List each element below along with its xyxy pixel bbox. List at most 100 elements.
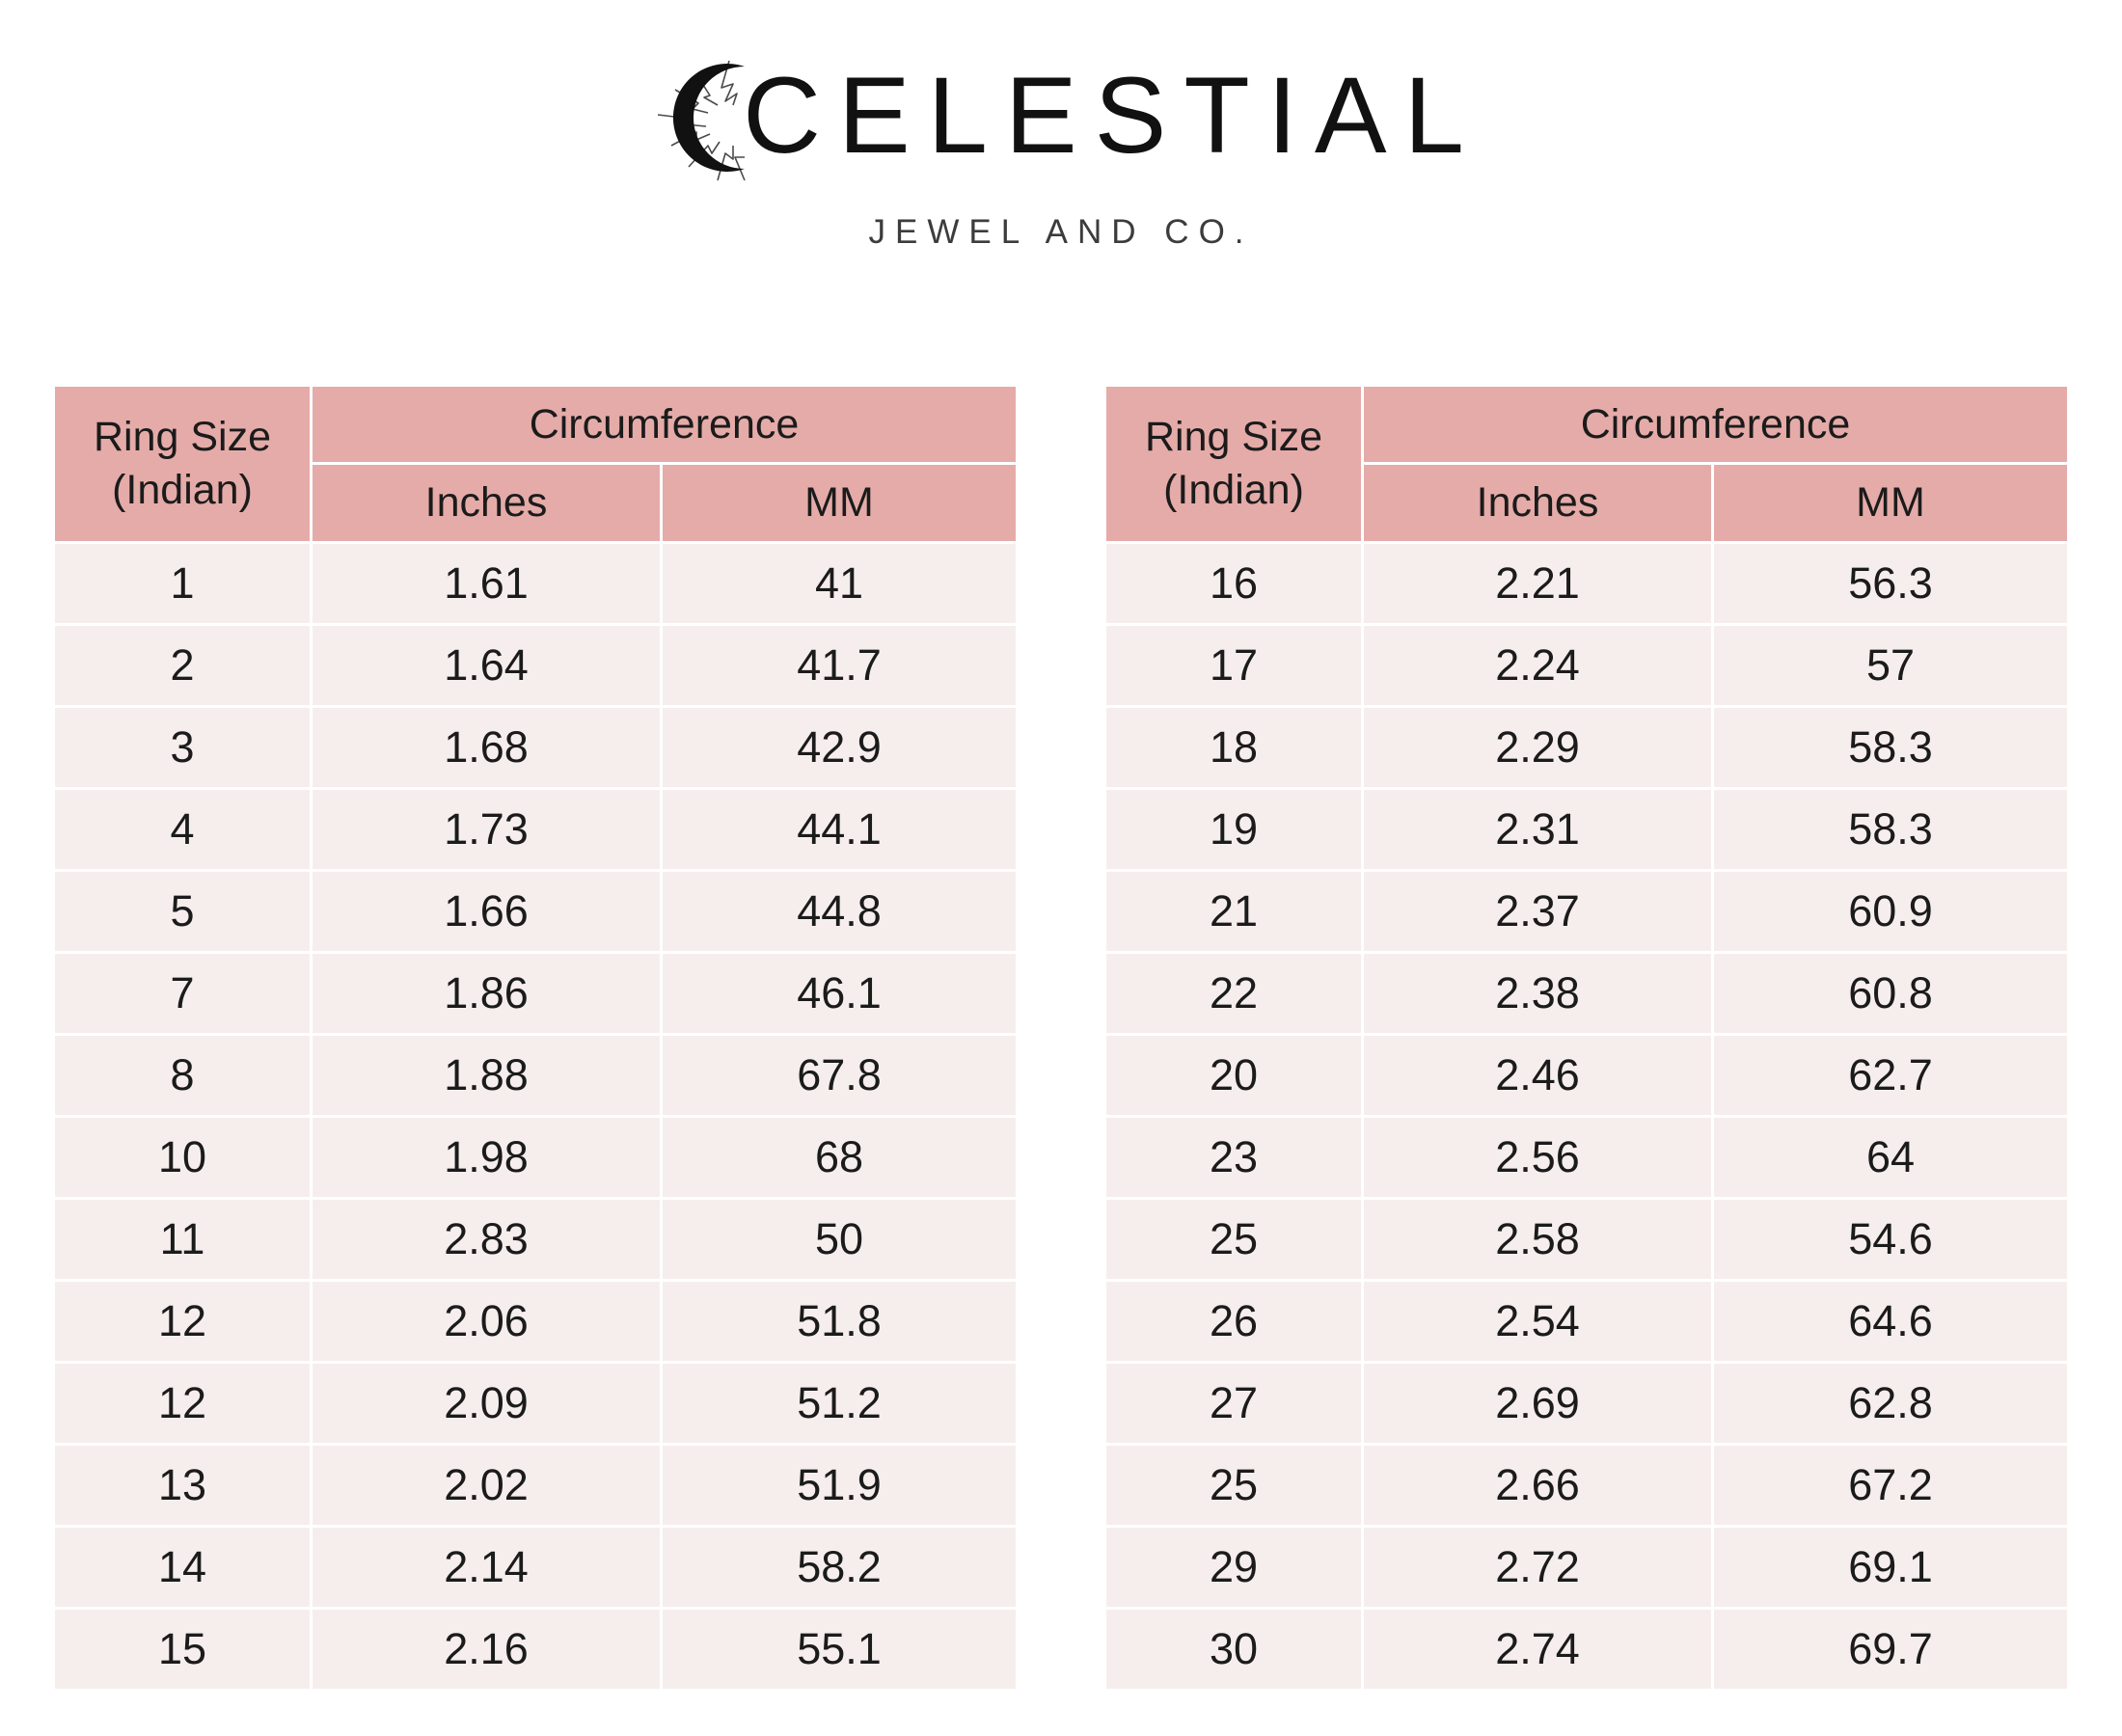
cell-ring-size: 30 [1106,1610,1361,1689]
cell-mm: 57 [1714,626,2067,705]
header-mm: MM [663,465,1016,541]
cell-inches: 2.37 [1364,872,1711,951]
header-inches: Inches [313,465,660,541]
cell-ring-size: 23 [1106,1118,1361,1197]
table-row: 22 2.38 60.8 [1106,954,2067,1033]
cell-mm: 68 [663,1118,1016,1197]
table-row: 5 1.66 44.8 [55,872,1016,951]
header-ring-size-line2: (Indian) [1163,467,1304,513]
cell-inches: 2.14 [313,1528,660,1607]
cell-mm: 69.1 [1714,1528,2067,1607]
table-row: 25 2.66 67.2 [1106,1446,2067,1525]
cell-inches: 2.06 [313,1282,660,1361]
cell-mm: 51.8 [663,1282,1016,1361]
cell-ring-size: 5 [55,872,310,951]
cell-ring-size: 10 [55,1118,310,1197]
table-row: 13 2.02 51.9 [55,1446,1016,1525]
table-row: 10 1.98 68 [55,1118,1016,1197]
header-ring-size-line1: Ring Size [1144,413,1323,460]
table-row: 16 2.21 56.3 [1106,544,2067,623]
cell-mm: 67.2 [1714,1446,2067,1525]
cell-ring-size: 2 [55,626,310,705]
table-row: 23 2.56 64 [1106,1118,2067,1197]
cell-mm: 62.7 [1714,1036,2067,1115]
cell-ring-size: 17 [1106,626,1361,705]
cell-inches: 2.83 [313,1200,660,1279]
header-ring-size-line1: Ring Size [93,413,272,460]
cell-mm: 56.3 [1714,544,2067,623]
cell-inches: 2.24 [1364,626,1711,705]
cell-inches: 1.86 [313,954,660,1033]
cell-ring-size: 14 [55,1528,310,1607]
header-ring-size: Ring Size (Indian) [1106,387,1361,541]
table-row: 7 1.86 46.1 [55,954,1016,1033]
cell-inches: 2.09 [313,1364,660,1443]
cell-inches: 2.56 [1364,1118,1711,1197]
table-row: 4 1.73 44.1 [55,790,1016,869]
brand-header: CELESTIAL JEWEL AND CO. [0,0,2122,252]
cell-mm: 58.2 [663,1528,1016,1607]
cell-ring-size: 25 [1106,1200,1361,1279]
table-row: 15 2.16 55.1 [55,1610,1016,1689]
table-row: 26 2.54 64.6 [1106,1282,2067,1361]
cell-inches: 1.88 [313,1036,660,1115]
table-row: 3 1.68 42.9 [55,708,1016,787]
cell-ring-size: 12 [55,1364,310,1443]
table-row: 20 2.46 62.7 [1106,1036,2067,1115]
cell-ring-size: 20 [1106,1036,1361,1115]
cell-mm: 67.8 [663,1036,1016,1115]
brand-logo-row: CELESTIAL [637,50,1485,180]
table-row: 12 2.09 51.2 [55,1364,1016,1443]
cell-mm: 41 [663,544,1016,623]
cell-ring-size: 3 [55,708,310,787]
table-row: 27 2.69 62.8 [1106,1364,2067,1443]
cell-mm: 55.1 [663,1610,1016,1689]
cell-mm: 64.6 [1714,1282,2067,1361]
header-inches: Inches [1364,465,1711,541]
cell-inches: 2.66 [1364,1446,1711,1525]
cell-inches: 1.68 [313,708,660,787]
cell-inches: 2.58 [1364,1200,1711,1279]
table-row: 25 2.58 54.6 [1106,1200,2067,1279]
cell-mm: 46.1 [663,954,1016,1033]
cell-inches: 1.61 [313,544,660,623]
cell-mm: 44.1 [663,790,1016,869]
table-row: 30 2.74 69.7 [1106,1610,2067,1689]
table-row: 21 2.37 60.9 [1106,872,2067,951]
cell-ring-size: 12 [55,1282,310,1361]
table-row: 17 2.24 57 [1106,626,2067,705]
cell-mm: 60.9 [1714,872,2067,951]
cell-inches: 2.16 [313,1610,660,1689]
cell-ring-size: 22 [1106,954,1361,1033]
cell-inches: 2.29 [1364,708,1711,787]
size-tables-container: Ring Size (Indian) Circumference Inches … [0,384,2122,1692]
header-circumference: Circumference [1364,387,2067,462]
cell-ring-size: 13 [55,1446,310,1525]
cell-inches: 2.02 [313,1446,660,1525]
cell-inches: 2.46 [1364,1036,1711,1115]
cell-inches: 2.69 [1364,1364,1711,1443]
cell-mm: 58.3 [1714,708,2067,787]
table-row: 19 2.31 58.3 [1106,790,2067,869]
crescent-moon-sun-icon [637,45,772,190]
brand-name: CELESTIAL [743,54,1482,176]
cell-ring-size: 29 [1106,1528,1361,1607]
ring-size-table-right: Ring Size (Indian) Circumference Inches … [1103,384,2070,1692]
table-row: 18 2.29 58.3 [1106,708,2067,787]
cell-inches: 1.73 [313,790,660,869]
table-header-left: Ring Size (Indian) Circumference Inches … [55,387,1016,541]
table-row: 8 1.88 67.8 [55,1036,1016,1115]
cell-mm: 62.8 [1714,1364,2067,1443]
cell-ring-size: 15 [55,1610,310,1689]
header-ring-size: Ring Size (Indian) [55,387,310,541]
cell-ring-size: 19 [1106,790,1361,869]
table-row: 2 1.64 41.7 [55,626,1016,705]
cell-ring-size: 25 [1106,1446,1361,1525]
header-ring-size-line2: (Indian) [112,467,253,513]
cell-ring-size: 1 [55,544,310,623]
cell-inches: 2.54 [1364,1282,1711,1361]
table-body-left: 1 1.61 41 2 1.64 41.7 3 1.68 42.9 4 1.73 [55,544,1016,1689]
cell-inches: 2.74 [1364,1610,1711,1689]
cell-ring-size: 4 [55,790,310,869]
